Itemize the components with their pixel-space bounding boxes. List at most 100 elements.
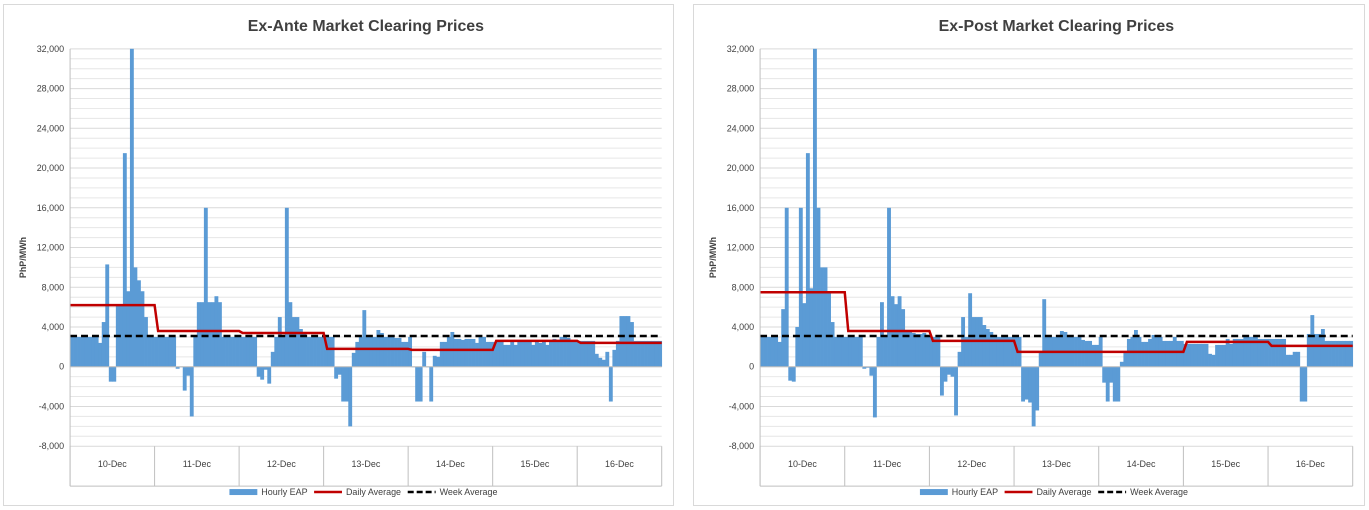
bar [570,340,575,367]
bar [288,302,293,367]
bar [791,366,796,382]
bar [577,340,582,367]
bar [816,207,821,367]
bar [559,336,564,367]
bar [1162,340,1167,367]
bar [136,280,141,367]
bar [1091,344,1096,367]
bar [630,322,634,367]
bar [122,153,127,367]
bar [154,336,159,367]
bar [337,366,342,375]
bar [1141,341,1145,367]
bar [1112,366,1117,402]
daily-average-line [760,290,1353,354]
bar [200,302,205,367]
bar [446,336,451,367]
x-category-label: 15-Dec [520,459,549,469]
bar [767,336,772,367]
bar [538,342,543,367]
bar [795,327,800,367]
bar [351,352,356,367]
bar [298,328,303,367]
bar [823,267,828,367]
bar [475,342,479,367]
bar [869,366,874,376]
bar [637,340,641,367]
bar [1317,333,1322,367]
bar [323,336,328,367]
bar [1331,340,1336,367]
bar [770,336,775,367]
bar [1278,338,1283,367]
bar [827,291,831,367]
bar [129,48,134,367]
bar [545,344,550,367]
bar [436,356,441,367]
bar [506,344,511,367]
bar [1176,340,1181,367]
bar [654,340,659,367]
x-category-label: 14-Dec [436,459,465,469]
bar [84,336,89,367]
bar [601,359,606,367]
bar [401,341,405,367]
bar [1165,340,1170,367]
bar [1208,353,1212,367]
bar [1109,366,1114,383]
bar [306,336,310,367]
bar [1183,343,1188,367]
bar [468,338,472,367]
bar [1088,340,1093,367]
bar [496,341,501,367]
x-category-label: 14-Dec [1127,459,1156,469]
bar [1257,338,1262,367]
bar [947,366,951,375]
bar [999,336,1004,367]
legend-swatch-hourly-eap [919,489,948,496]
bar [1345,340,1350,367]
bar [982,325,987,367]
bar [777,341,782,367]
bar [225,336,229,367]
bar [291,317,296,367]
bar [175,366,180,369]
bar [105,264,110,367]
bar [1243,336,1248,367]
bar [126,291,131,367]
bar [256,366,261,377]
bar [552,338,557,367]
bar [1028,366,1033,403]
bar [1310,315,1315,367]
bar [594,353,599,367]
bar [619,316,624,367]
bar [985,328,990,367]
bar [644,340,648,367]
y-axis-label: PhP/MWh [18,237,28,278]
bar [482,336,486,367]
bar [267,366,272,384]
bar [101,322,106,367]
bar [327,336,332,367]
bar [94,336,99,367]
bar [1222,344,1227,367]
bar [908,331,913,367]
bar [1275,338,1279,367]
bar [464,338,469,367]
bar [622,316,627,367]
legend-label-hourly-eap: Hourly EAP [261,487,307,497]
bar [1186,343,1191,367]
bar [1299,366,1304,402]
bar [1211,354,1216,367]
bar [858,336,863,367]
bar [855,336,860,367]
chart-title: Ex-Ante Market Clearing Prices [248,18,484,35]
bar [1342,340,1346,367]
bar [1095,344,1100,367]
bar [939,366,944,396]
bar [784,207,789,367]
bar [1102,366,1107,383]
bar [651,340,656,367]
bar [591,340,596,367]
bar [989,331,994,367]
